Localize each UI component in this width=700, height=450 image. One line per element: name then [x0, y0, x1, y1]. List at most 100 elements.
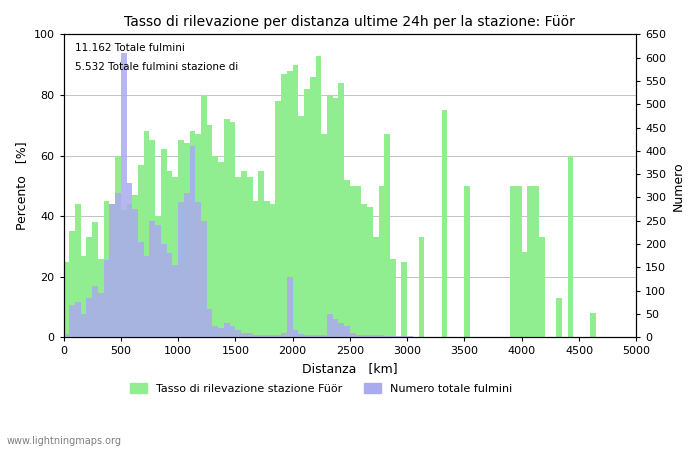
- Bar: [235, 330, 241, 338]
- Text: 11.162 Totale fulmini: 11.162 Totale fulmini: [75, 43, 185, 54]
- Bar: [350, 186, 356, 338]
- Bar: [109, 204, 115, 338]
- Bar: [556, 298, 562, 338]
- Bar: [184, 193, 190, 338]
- Legend: Tasso di rilevazione stazione Füör, Numero totale fulmini: Tasso di rilevazione stazione Füör, Nume…: [126, 379, 517, 398]
- Bar: [115, 156, 121, 338]
- Bar: [161, 244, 167, 338]
- Bar: [253, 201, 258, 338]
- Bar: [87, 237, 92, 338]
- Bar: [258, 171, 264, 338]
- Bar: [115, 193, 121, 338]
- Bar: [516, 186, 522, 338]
- Bar: [224, 324, 230, 338]
- Bar: [127, 204, 132, 338]
- Bar: [201, 95, 206, 338]
- Bar: [144, 256, 150, 338]
- Bar: [528, 186, 533, 338]
- Bar: [356, 186, 361, 338]
- Bar: [104, 201, 109, 338]
- Bar: [402, 261, 407, 338]
- Bar: [155, 216, 161, 338]
- Bar: [80, 314, 87, 338]
- Bar: [104, 261, 109, 338]
- Bar: [150, 221, 155, 338]
- Bar: [533, 186, 539, 338]
- Bar: [287, 277, 293, 338]
- Bar: [287, 71, 293, 338]
- Bar: [230, 122, 235, 338]
- Bar: [591, 313, 596, 338]
- Bar: [350, 333, 356, 338]
- Bar: [213, 156, 218, 338]
- Bar: [281, 74, 287, 338]
- Bar: [132, 209, 138, 338]
- Bar: [539, 237, 545, 338]
- Bar: [465, 186, 470, 338]
- Bar: [127, 184, 132, 338]
- Bar: [98, 293, 104, 338]
- Bar: [64, 333, 69, 338]
- Bar: [167, 171, 172, 338]
- Bar: [264, 201, 270, 338]
- Bar: [332, 319, 339, 338]
- Bar: [241, 333, 247, 338]
- Bar: [132, 195, 138, 338]
- Y-axis label: Percento   [%]: Percento [%]: [15, 141, 28, 230]
- Bar: [373, 237, 379, 338]
- Bar: [384, 336, 390, 338]
- Bar: [144, 131, 150, 338]
- Bar: [75, 204, 80, 338]
- Bar: [373, 335, 379, 338]
- Bar: [293, 65, 298, 338]
- Bar: [407, 336, 413, 338]
- Bar: [201, 221, 206, 338]
- Bar: [247, 177, 253, 338]
- Bar: [218, 328, 224, 338]
- Bar: [87, 298, 92, 338]
- Bar: [218, 162, 224, 338]
- Bar: [367, 335, 373, 338]
- Bar: [69, 305, 75, 338]
- Bar: [80, 256, 87, 338]
- Bar: [304, 89, 310, 338]
- Bar: [150, 140, 155, 338]
- Bar: [379, 335, 384, 338]
- Bar: [522, 252, 528, 338]
- Bar: [321, 134, 327, 338]
- Bar: [172, 177, 178, 338]
- Bar: [310, 335, 316, 338]
- Bar: [316, 335, 321, 338]
- Bar: [356, 335, 361, 338]
- Bar: [327, 314, 332, 338]
- Bar: [276, 335, 281, 338]
- Bar: [69, 231, 75, 338]
- Bar: [121, 53, 127, 338]
- Bar: [361, 335, 367, 338]
- Bar: [304, 335, 310, 338]
- Text: www.lightningmaps.org: www.lightningmaps.org: [7, 436, 122, 446]
- Bar: [75, 302, 80, 338]
- Bar: [64, 261, 69, 338]
- Bar: [258, 335, 264, 338]
- Bar: [298, 116, 304, 338]
- Bar: [178, 202, 184, 338]
- Bar: [384, 134, 390, 338]
- Bar: [92, 222, 98, 338]
- Bar: [247, 333, 253, 338]
- Bar: [264, 335, 270, 338]
- Bar: [568, 156, 573, 338]
- Bar: [224, 119, 230, 338]
- Bar: [510, 186, 516, 338]
- Bar: [195, 134, 201, 338]
- Bar: [339, 83, 344, 338]
- Bar: [213, 326, 218, 338]
- Bar: [332, 98, 339, 338]
- Bar: [270, 204, 276, 338]
- Text: 5.532 Totale fulmini stazione di: 5.532 Totale fulmini stazione di: [75, 62, 238, 72]
- Bar: [390, 336, 395, 338]
- Bar: [395, 336, 402, 338]
- Bar: [281, 333, 287, 338]
- Bar: [92, 286, 98, 338]
- Bar: [390, 259, 395, 338]
